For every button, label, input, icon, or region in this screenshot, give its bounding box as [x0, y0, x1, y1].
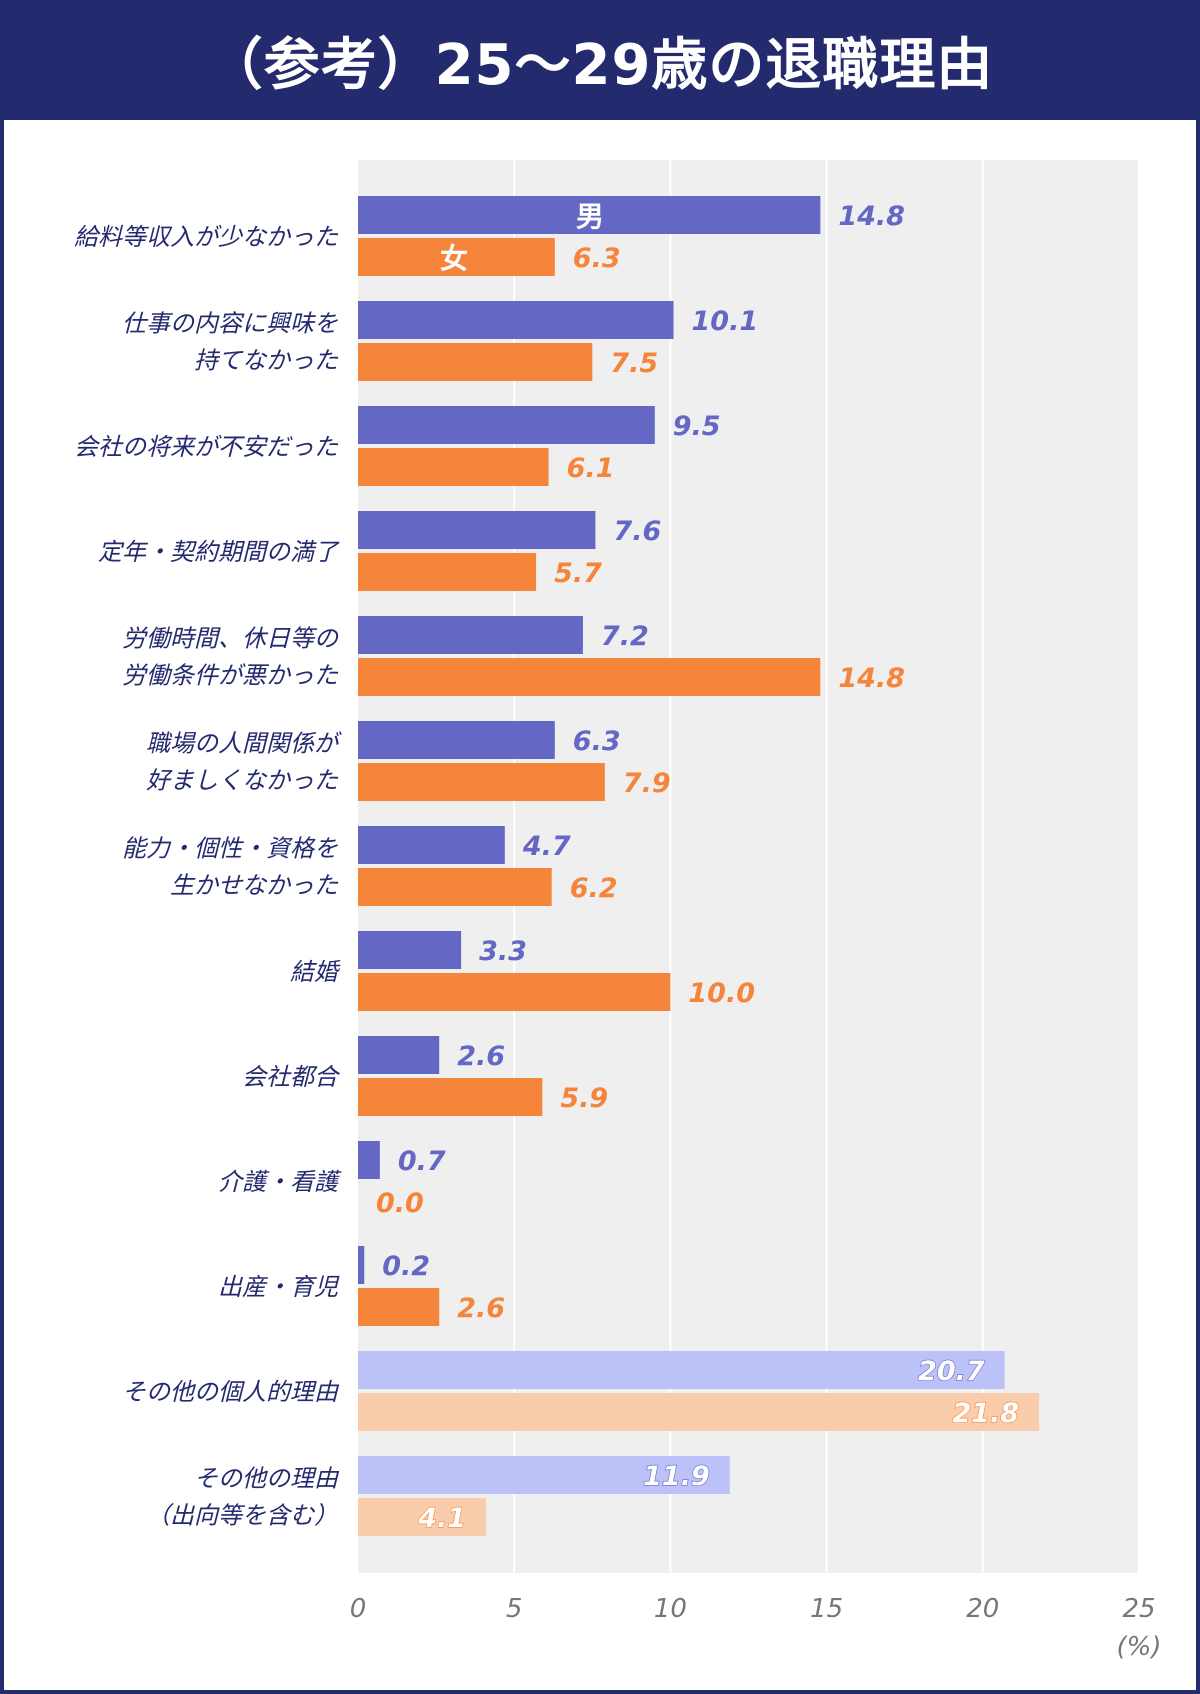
category-label: 能力・個性・資格を: [122, 835, 338, 863]
chart-title: （参考）25～29歳の退職理由: [206, 32, 994, 98]
bar-female: [358, 1498, 487, 1536]
value-label-female: 14.8: [838, 663, 905, 694]
x-tick-label: 15: [810, 1594, 843, 1624]
value-label-male: 4.7: [522, 831, 571, 862]
x-axis-unit: (%): [1117, 1632, 1162, 1662]
bar-male: [358, 931, 462, 969]
value-label-female: 5.9: [560, 1083, 608, 1114]
bar-female: [358, 973, 671, 1011]
bar-female: [358, 343, 593, 381]
value-label-male: 11.9: [643, 1461, 710, 1492]
category-label: 定年・契約期間の満了: [98, 538, 340, 566]
bar-male: [358, 721, 555, 759]
plot-area: [358, 160, 1139, 1573]
bar-female: [358, 238, 555, 276]
category-label: 給料等収入が少なかった: [74, 223, 339, 251]
x-tick-label: 5: [506, 1594, 523, 1624]
bar-male: [358, 1036, 440, 1074]
legend-male: 男: [576, 200, 604, 233]
value-label-male: 10.1: [692, 306, 759, 337]
category-label: その他の個人的理由: [122, 1378, 340, 1406]
bar-male: [358, 1246, 365, 1284]
category-label: 結婚: [290, 958, 341, 986]
value-label-female: 6.3: [573, 243, 621, 274]
value-label-male: 7.2: [601, 621, 649, 652]
value-label-female: 4.1: [417, 1503, 466, 1534]
bar-male: [358, 826, 505, 864]
category-label: その他の理由: [194, 1465, 340, 1493]
bar-female: [358, 763, 605, 801]
category-label: 労働条件が悪かった: [122, 662, 339, 690]
bar-female: [358, 1393, 1040, 1431]
category-label: 持てなかった: [194, 347, 339, 375]
value-label-female: 5.7: [554, 558, 602, 589]
value-label-male: 7.6: [613, 516, 661, 547]
bar-male: [358, 1351, 1005, 1389]
legend-female: 女: [440, 242, 468, 275]
bar-male: [358, 196, 821, 234]
category-label: 生かせなかった: [170, 872, 339, 900]
bar-female: [358, 553, 537, 591]
value-label-female: 6.1: [567, 453, 615, 484]
x-tick-label: 0: [350, 1594, 367, 1624]
value-label-male: 14.8: [838, 201, 905, 232]
category-label: （出向等を含む）: [146, 1502, 338, 1530]
bar-male: [358, 616, 583, 654]
category-label: 会社都合: [242, 1063, 341, 1091]
value-label-male: 2.6: [457, 1041, 505, 1072]
bar-female: [358, 448, 549, 486]
x-tick-label: 20: [966, 1594, 999, 1624]
category-label: 労働時間、休日等の: [122, 625, 340, 653]
category-label: 出産・育児: [218, 1273, 340, 1301]
value-label-male: 6.3: [573, 726, 621, 757]
x-tick-label: 25: [1122, 1594, 1155, 1624]
value-label-female: 0.0: [376, 1188, 424, 1219]
value-label-female: 2.6: [457, 1293, 505, 1324]
category-label: 介護・看護: [218, 1168, 342, 1196]
category-label: 会社の将来が不安だった: [74, 433, 339, 461]
value-label-female: 7.9: [623, 768, 671, 799]
value-label-female: 10.0: [688, 978, 755, 1009]
bar-male: [358, 301, 674, 339]
value-label-female: 21.8: [952, 1398, 1019, 1429]
value-label-male: 20.7: [918, 1356, 985, 1387]
bar-male: [358, 511, 596, 549]
value-label-male: 9.5: [673, 411, 721, 442]
bar-female: [358, 658, 821, 696]
bar-female: [358, 1288, 440, 1326]
title-banner: （参考）25～29歳の退職理由: [0, 0, 1200, 120]
bar-male: [358, 1456, 730, 1494]
bar-male: [358, 1141, 380, 1179]
bar-female: [358, 1078, 543, 1116]
category-label: 職場の人間関係が: [146, 730, 342, 758]
value-label-male: 0.7: [398, 1146, 446, 1177]
value-label-male: 0.2: [382, 1251, 430, 1282]
value-label-female: 7.5: [610, 348, 658, 379]
value-label-male: 3.3: [479, 936, 527, 967]
bar-male: [358, 406, 655, 444]
x-tick-label: 10: [654, 1594, 687, 1624]
bar-female: [358, 868, 552, 906]
category-label: 仕事の内容に興味を: [122, 310, 338, 338]
category-label: 好ましくなかった: [146, 767, 339, 795]
value-label-female: 6.2: [570, 873, 618, 904]
